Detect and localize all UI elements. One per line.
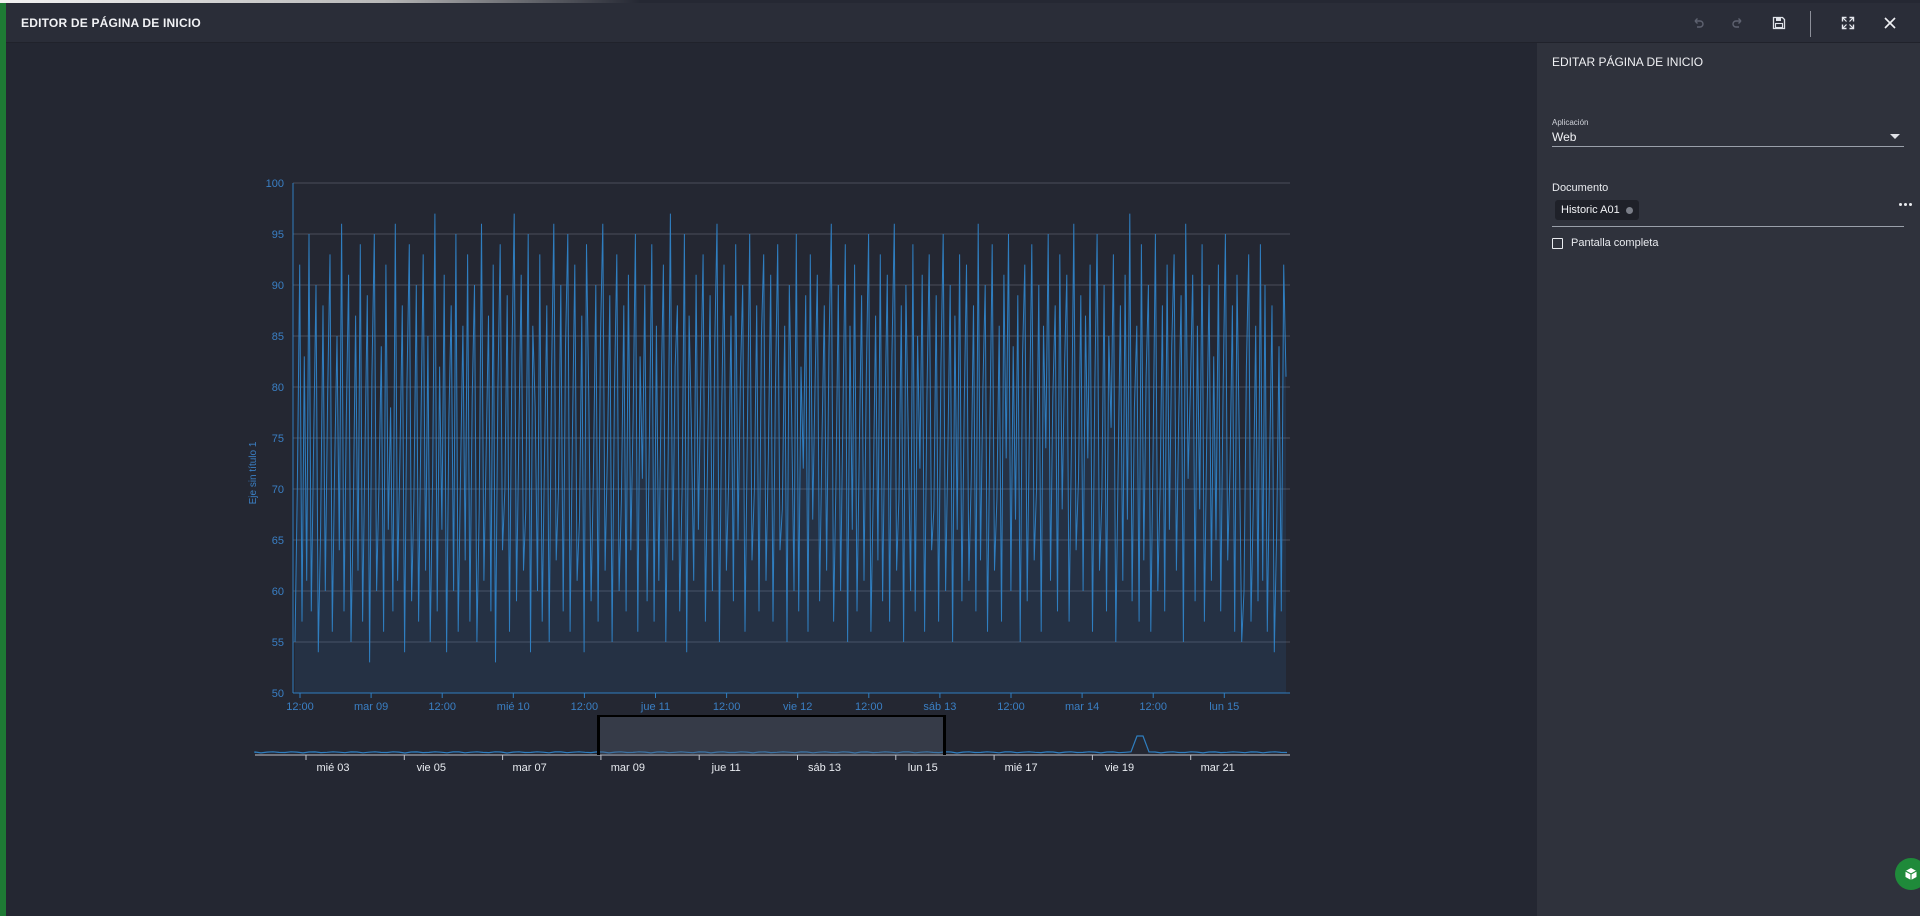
panel-title: EDITAR PÁGINA DE INICIO [1552, 55, 1704, 69]
dot-icon [1898, 202, 1902, 206]
y-tick-label: 90 [272, 280, 284, 292]
fullscreen-checkbox-row[interactable]: Pantalla completa [1552, 237, 1658, 249]
y-tick-label: 100 [266, 178, 284, 190]
navigator-label: mié 03 [316, 762, 349, 774]
navigator-label: vie 05 [417, 762, 446, 774]
redo-icon [1732, 18, 1742, 28]
y-tick-label: 65 [272, 535, 284, 547]
navigator-selection [599, 716, 943, 755]
navigator-right-handle [943, 715, 946, 755]
dot-icon [1908, 202, 1912, 206]
navigator-label: jue 11 [711, 762, 741, 774]
editor-header: EDITOR DE PÁGINA DE INICIO [6, 3, 1920, 43]
x-tick-label: 12:00 [428, 701, 456, 713]
x-tick-label: 12:00 [713, 701, 741, 713]
range-navigator: mié 03 vie 05 mar 07 mar 09 jue 11 sáb 13 lun … [254, 715, 1290, 774]
navigator-label: mar 09 [611, 762, 645, 774]
document-field[interactable]: Historic A01 [1552, 196, 1904, 227]
y-tick-label: 70 [272, 484, 284, 496]
application-label: Aplicación [1552, 118, 1589, 127]
x-tick-label: vie 12 [783, 701, 812, 713]
undo-icon [1694, 18, 1704, 28]
x-tick-label: 12:00 [997, 701, 1025, 713]
header-separator [1810, 11, 1811, 37]
series-line [294, 213, 1287, 663]
series-layer [294, 213, 1287, 693]
x-tick-label: mar 09 [354, 701, 388, 713]
x-tick-label: jue 11 [640, 701, 670, 713]
y-tick-label: 75 [272, 433, 284, 445]
chip-remove-icon[interactable] [1625, 206, 1633, 214]
navigator-label: mar 21 [1201, 762, 1235, 774]
y-tick-labels: 50 55 60 65 70 75 80 85 90 95 100 [266, 178, 284, 700]
dot-icon [1903, 202, 1907, 206]
loading-strip [0, 0, 640, 3]
x-tick-label: 12:00 [1139, 701, 1167, 713]
redo-button[interactable] [1726, 11, 1750, 35]
x-tick-labels: 12:00 mar 09 12:00 mié 10 12:00 jue 11 12:00 vi… [286, 693, 1239, 713]
fullscreen-checkbox-label: Pantalla completa [1571, 237, 1659, 249]
help-fab-button[interactable] [1895, 858, 1920, 890]
document-chip-label: Historic A01 [1561, 204, 1620, 216]
cube-icon [1905, 868, 1917, 880]
x-tick-label: mar 14 [1065, 701, 1099, 713]
properties-panel: EDITAR PÁGINA DE INICIO Aplicación Web D… [1537, 43, 1920, 916]
more-options-button[interactable] [1895, 198, 1915, 210]
x-tick-label: sáb 13 [923, 701, 956, 713]
y-tick-label: 85 [272, 331, 284, 343]
y-tick-label: 50 [272, 688, 284, 700]
navigator-series [254, 735, 1288, 754]
save-button[interactable] [1767, 11, 1791, 35]
application-select[interactable]: Web [1552, 127, 1904, 147]
navigator-label: lun 15 [908, 762, 938, 774]
header-title: EDITOR DE PÁGINA DE INICIO [21, 16, 201, 30]
undo-button[interactable] [1686, 11, 1710, 35]
fullscreen-button[interactable] [1836, 11, 1860, 35]
navigator-label: vie 19 [1105, 762, 1134, 774]
navigator-label: sáb 13 [808, 762, 841, 774]
x-tick-label: mié 10 [497, 701, 530, 713]
x-tick-label: 12:00 [571, 701, 599, 713]
x-tick-label: 12:00 [286, 701, 314, 713]
chevron-down-icon [1890, 134, 1900, 139]
chart-canvas-area[interactable]: 50 55 60 65 70 75 80 85 90 95 100 12:00 mar 09 12:00… [6, 43, 1537, 916]
navigator-label: mar 07 [512, 762, 546, 774]
x-tick-label: lun 15 [1209, 701, 1239, 713]
left-accent-bar [0, 0, 6, 916]
fullscreen-checkbox[interactable] [1552, 237, 1563, 249]
y-tick-label: 95 [272, 229, 284, 241]
y-axis-title: Eje sin título 1 [248, 441, 259, 504]
y-tick-label: 80 [272, 382, 284, 394]
close-button[interactable] [1878, 11, 1902, 35]
close-icon [1884, 17, 1896, 29]
application-value: Web [1552, 130, 1577, 144]
document-label: Documento [1552, 182, 1609, 194]
series-area [295, 213, 1286, 693]
document-chip[interactable]: Historic A01 [1555, 200, 1639, 220]
navigator-left-handle [597, 715, 600, 755]
y-tick-label: 60 [272, 586, 284, 598]
x-tick-label: 12:00 [855, 701, 883, 713]
navigator-label: mié 17 [1005, 762, 1038, 774]
y-tick-label: 55 [272, 637, 284, 649]
save-icon [1772, 16, 1786, 30]
fullscreen-icon [1841, 16, 1855, 30]
